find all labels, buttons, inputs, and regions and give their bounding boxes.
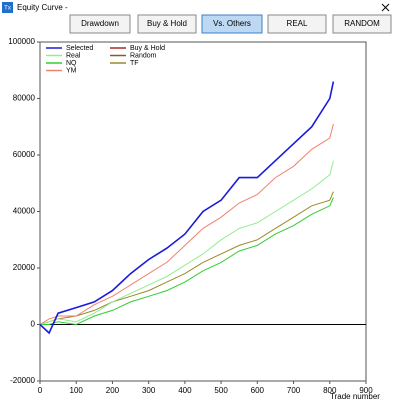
tab-button-label[interactable]: RANDOM <box>344 19 380 28</box>
tab-button[interactable] <box>267 14 327 34</box>
x-tick-label: 0 <box>38 386 43 395</box>
x-axis-label: Trade number <box>330 392 380 400</box>
legend-label: NQ <box>66 60 77 67</box>
tab-button-label[interactable]: Buy & Hold <box>147 19 187 28</box>
legend-label: Random <box>130 52 157 59</box>
x-tick-label: 400 <box>178 386 192 395</box>
tab-button-label[interactable]: REAL <box>287 19 308 28</box>
legend-label: Buy & Hold <box>130 45 165 52</box>
y-tick-label: 100000 <box>8 37 35 46</box>
x-tick-label: 800 <box>323 386 337 395</box>
legend-label: TF <box>130 60 139 67</box>
y-tick-label: 0 <box>31 320 36 329</box>
x-tick-label: 200 <box>106 386 120 395</box>
series-line <box>40 197 334 326</box>
legend-label: Real <box>66 52 81 59</box>
tab-button[interactable] <box>201 14 263 34</box>
x-tick-label: 600 <box>251 386 265 395</box>
y-tick-label: 60000 <box>13 150 36 159</box>
tab-button[interactable] <box>332 14 392 34</box>
legend-label: Selected <box>66 45 93 52</box>
y-tick-label: 20000 <box>13 263 36 272</box>
close-icon <box>381 3 390 12</box>
tab-button[interactable] <box>137 14 197 34</box>
y-tick-label: 40000 <box>13 207 36 216</box>
window-title: Equity Curve - <box>17 3 68 12</box>
y-tick-label: -20000 <box>10 376 35 385</box>
tab-button[interactable] <box>69 14 131 34</box>
x-tick-label: 300 <box>142 386 156 395</box>
legend-label: YM <box>66 67 77 74</box>
series-line <box>39 81 335 335</box>
x-tick-label: 500 <box>214 386 228 395</box>
tab-button-label[interactable]: Vs. Others <box>213 19 251 28</box>
app-icon-text: Tx <box>4 6 11 12</box>
x-tick-label: 700 <box>287 386 301 395</box>
app-icon <box>2 2 13 13</box>
x-tick-label: 100 <box>70 386 84 395</box>
series-line <box>39 123 334 325</box>
close-button[interactable] <box>381 3 390 12</box>
y-tick-label: 80000 <box>13 94 36 103</box>
x-tick-label: 900 <box>359 386 373 395</box>
series-line <box>39 160 334 325</box>
tab-button-label[interactable]: Drawdown <box>81 19 119 28</box>
